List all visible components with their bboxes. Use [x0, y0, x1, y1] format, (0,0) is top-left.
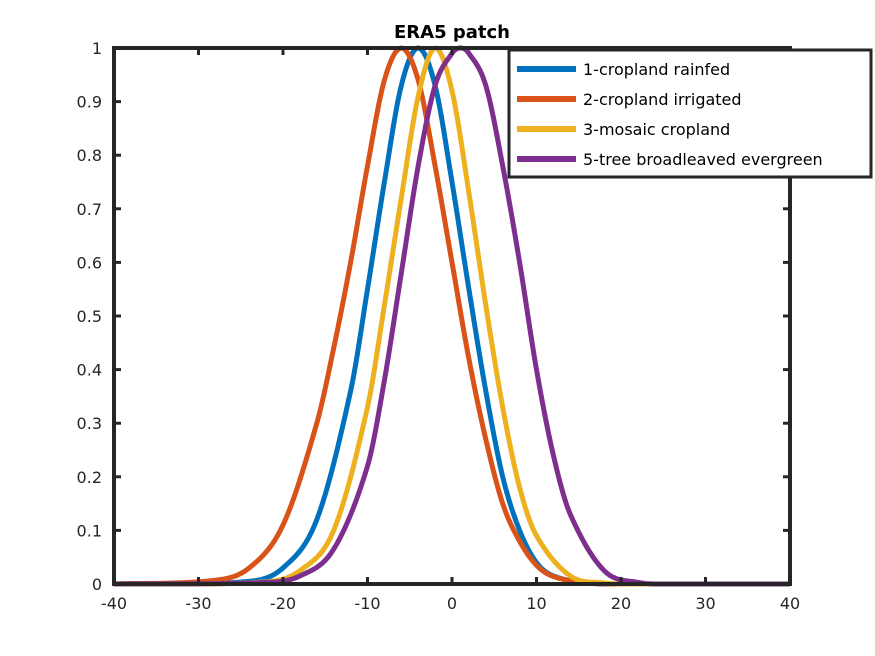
y-tick-label: 0.2 [77, 468, 102, 487]
y-tick-label: 0.9 [77, 93, 102, 112]
chart-title: ERA5 patch [394, 22, 510, 43]
tick-labels-group: -40 -30 -20 -10 0 10 20 30 40 0 0.1 0.2 0.3 0.4 0.5 0.6… [77, 39, 801, 613]
x-tick-label: 20 [611, 594, 631, 613]
y-tick-label: 0 [92, 575, 102, 594]
legend-label-3: 3-mosaic cropland [583, 120, 730, 139]
y-tick-label: 0.3 [77, 414, 102, 433]
x-tick-label: 0 [447, 594, 457, 613]
y-tick-label: 0.5 [77, 307, 102, 326]
y-tick-label: 0.1 [77, 521, 102, 540]
series-line-3 [113, 45, 790, 587]
legend-label-1: 1-cropland rainfed [583, 60, 730, 79]
x-tick-label: 40 [780, 594, 800, 613]
x-tick-label: -30 [185, 594, 211, 613]
legend: 1-cropland rainfed 2-cropland irrigated 3-… [507, 48, 873, 179]
x-tick-label: -10 [354, 594, 380, 613]
y-tick-label: 0.6 [77, 253, 102, 272]
y-tick-label: 0.7 [77, 200, 102, 219]
x-tick-label: -20 [270, 594, 296, 613]
legend-label-4: 5-tree broadleaved evergreen [583, 150, 823, 169]
x-tick-label: 30 [695, 594, 715, 613]
y-tick-label: 1 [92, 39, 102, 58]
x-tick-label: 10 [526, 594, 546, 613]
y-tick-label: 0.8 [77, 146, 102, 165]
x-tick-label: -40 [101, 594, 127, 613]
y-tick-label: 0.4 [77, 361, 102, 380]
legend-label-2: 2-cropland irrigated [583, 90, 742, 109]
